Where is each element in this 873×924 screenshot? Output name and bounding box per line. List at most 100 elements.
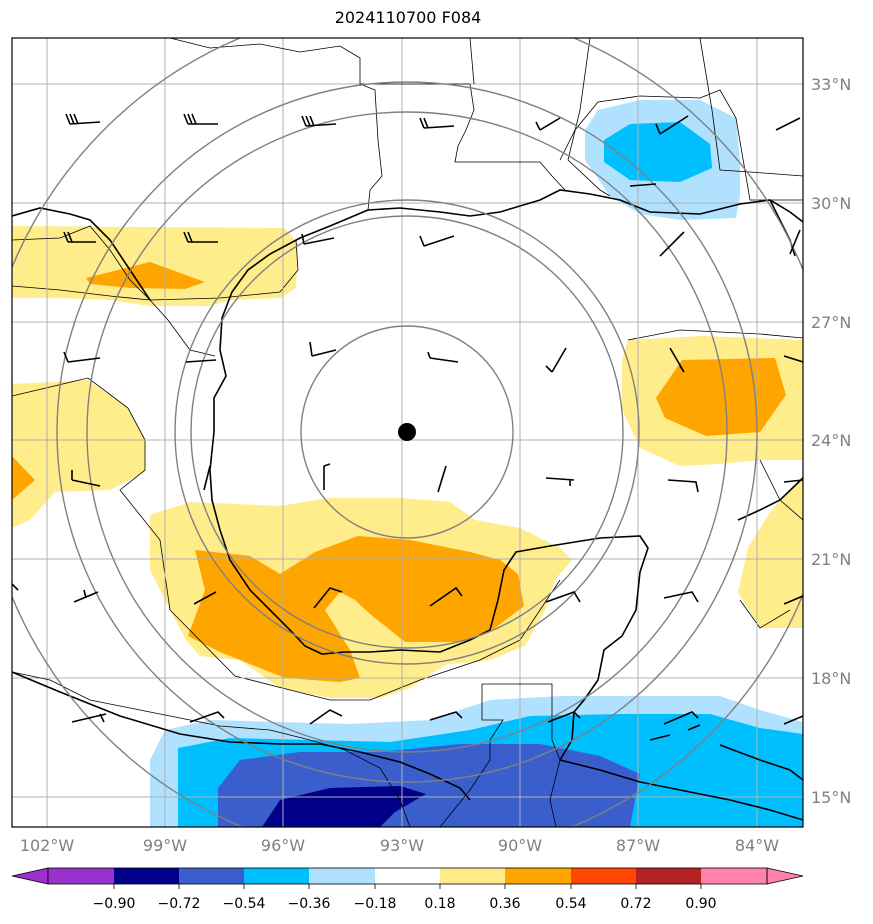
colorbar-segment <box>440 868 505 884</box>
lat-label: 30°N <box>811 194 851 213</box>
wind-barb <box>185 359 217 363</box>
wind-barb <box>429 711 463 721</box>
colorbar: −0.90 −0.72 −0.54 −0.36 −0.18 0.18 0.36 … <box>11 867 804 912</box>
map-plot-area <box>12 38 803 827</box>
lat-label: 33°N <box>811 75 851 94</box>
colorbar-tick-label: −0.36 <box>288 896 331 912</box>
lon-label: 90°W <box>498 836 542 855</box>
wind-barb <box>783 355 803 363</box>
colorbar-segment <box>48 868 114 884</box>
wind-barb <box>667 479 699 493</box>
wind-barb <box>655 115 689 135</box>
colorbar-extend-high <box>766 867 804 885</box>
colorbar-tick-label: −0.72 <box>158 896 201 912</box>
wind-barb <box>203 465 211 491</box>
colorbar-tick-label: 0.90 <box>685 896 716 912</box>
latitude-labels: 33°N 30°N 27°N 24°N 21°N 18°N 15°N <box>811 75 851 807</box>
storm-center-marker <box>398 423 416 441</box>
light-yellow-region-yucatan-east <box>738 475 803 628</box>
colorbar-segment <box>244 868 309 884</box>
colorbar-tick-label: −0.54 <box>223 896 266 912</box>
colorbar-segment <box>505 868 571 884</box>
wind-barb <box>301 233 335 245</box>
light-yellow-region-southwest <box>12 380 145 528</box>
wind-barb <box>419 235 455 247</box>
map-frame <box>11 37 804 828</box>
wind-barb <box>189 711 225 723</box>
shaded-negative-regions <box>150 100 803 827</box>
orange-region-east <box>656 358 786 436</box>
navy-region-south <box>262 786 426 827</box>
colorbar-segment <box>701 868 767 884</box>
colorbar-tick-label: 0.36 <box>489 896 520 912</box>
colorbar-segment <box>636 868 701 884</box>
wind-barb <box>789 229 801 255</box>
colorbar-segment <box>375 868 440 884</box>
lat-label: 21°N <box>811 550 851 569</box>
wind-barb <box>545 591 581 603</box>
lon-label: 102°W <box>20 836 75 855</box>
wind-barb <box>545 477 575 486</box>
wind-barb <box>183 113 218 125</box>
wind-barbs <box>63 113 803 725</box>
wind-barb <box>775 117 801 131</box>
wind-barb <box>309 709 343 725</box>
political-borders <box>12 38 803 827</box>
wind-barb <box>663 711 699 725</box>
range-rings <box>12 38 803 827</box>
colorbar-tick-label: 0.54 <box>555 896 586 912</box>
orange-region-southwest <box>12 456 35 500</box>
colorbar-segment <box>179 868 244 884</box>
wind-barb <box>309 341 337 357</box>
colorbar-segment <box>114 868 179 884</box>
wind-barb <box>323 463 331 490</box>
lat-label: 18°N <box>811 669 851 688</box>
range-ring-1 <box>300 325 514 539</box>
colorbar-tick-label: −0.18 <box>354 896 397 912</box>
wind-barb <box>71 713 107 723</box>
wind-barb <box>429 586 463 607</box>
range-ring-2 <box>190 215 624 649</box>
colorbar-frame <box>47 867 768 885</box>
coastlines <box>12 189 803 821</box>
lat-label: 15°N <box>811 788 851 807</box>
colorbar-extend-low <box>11 867 49 885</box>
wind-barb <box>71 470 101 487</box>
lon-label: 99°W <box>143 836 187 855</box>
wind-barb <box>629 183 657 187</box>
wind-barb <box>783 479 803 483</box>
wind-barb <box>547 711 581 723</box>
wind-barb <box>663 591 699 603</box>
contour-lines <box>12 89 803 701</box>
wind-barb <box>535 117 561 131</box>
shaded-positive-regions <box>12 226 803 698</box>
lat-label: 24°N <box>811 431 851 450</box>
lon-label: 87°W <box>616 836 660 855</box>
wind-barb <box>65 113 101 125</box>
wind-barb <box>301 115 337 127</box>
lon-label: 93°W <box>380 836 424 855</box>
wind-barb <box>783 595 803 605</box>
blue-region-north <box>604 122 712 182</box>
colorbar-tick-label: −0.90 <box>93 896 136 912</box>
range-ring-4 <box>86 111 728 753</box>
wind-barb <box>63 231 96 243</box>
colorbar-segment <box>309 868 375 884</box>
range-ring-3 <box>174 199 640 665</box>
colorbar-segment <box>571 868 636 884</box>
longitude-labels: 102°W 99°W 96°W 93°W 90°W 87°W 84°W <box>20 836 779 855</box>
colorbar-tick-label: 0.72 <box>620 896 651 912</box>
wind-barb <box>659 231 685 257</box>
lon-label: 96°W <box>261 836 305 855</box>
wind-barb <box>193 591 217 605</box>
range-ring-5 <box>56 81 758 783</box>
wind-barb <box>419 117 455 129</box>
lon-label: 84°W <box>735 836 779 855</box>
wind-barb <box>545 347 567 373</box>
orange-region-gulf <box>188 536 524 682</box>
wind-barb <box>313 587 343 609</box>
wind-barb <box>427 351 459 363</box>
colorbar-tick-label: 0.18 <box>424 896 455 912</box>
wind-barb <box>437 465 447 493</box>
